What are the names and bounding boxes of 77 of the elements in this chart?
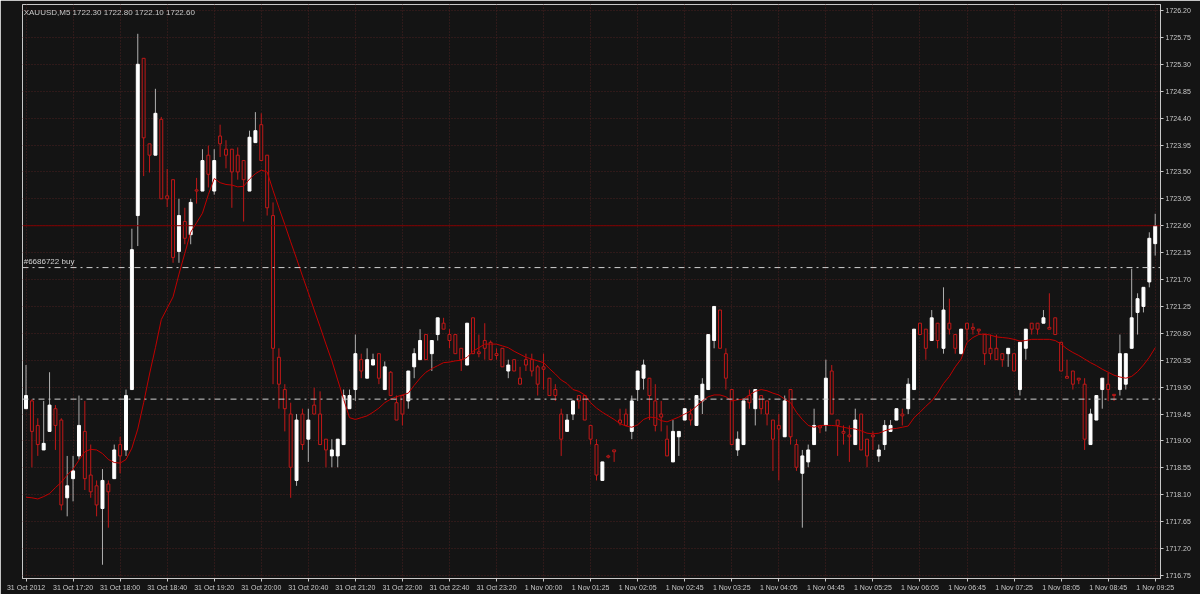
candlestick — [1106, 372, 1111, 402]
candlestick — [1047, 292, 1052, 330]
candlestick — [35, 417, 40, 457]
candlestick — [365, 347, 370, 379]
candlestick — [1023, 328, 1028, 361]
candlestick — [794, 438, 799, 472]
candlestick — [800, 449, 805, 529]
candlestick — [218, 124, 223, 158]
candlestick — [847, 424, 852, 463]
candlestick — [612, 449, 617, 463]
candlestick — [571, 400, 575, 421]
candlestick — [282, 383, 287, 432]
candlestick — [523, 353, 528, 372]
ref-line-label: #6686722 buy — [23, 256, 75, 266]
candlestick — [965, 322, 969, 342]
candlestick — [529, 353, 534, 377]
candlestick — [412, 347, 417, 379]
candlestick — [206, 145, 211, 188]
candlestick — [970, 322, 975, 336]
candlestick — [329, 438, 334, 468]
candlestick — [382, 360, 387, 391]
candlestick — [659, 400, 664, 432]
candlestick — [359, 353, 364, 379]
candlestick — [647, 377, 652, 421]
candlestick — [841, 424, 846, 446]
candlestick — [923, 328, 928, 361]
candlestick — [65, 455, 70, 517]
candlestick — [435, 317, 440, 342]
candlestick — [165, 168, 170, 208]
candlestick — [935, 322, 940, 349]
candlestick — [1070, 370, 1075, 391]
candlestick — [929, 309, 934, 342]
candlestick — [224, 139, 228, 169]
candlestick — [1153, 213, 1158, 257]
candlestick — [812, 408, 817, 446]
candlestick — [418, 328, 423, 361]
candlestick — [776, 413, 781, 481]
candlestick — [770, 419, 775, 472]
candlestick — [429, 340, 434, 372]
candlestick — [147, 143, 152, 174]
candlestick — [870, 430, 875, 451]
candlestick — [747, 389, 752, 410]
candlestick — [806, 444, 811, 468]
candlestick — [235, 146, 240, 181]
candlestick — [106, 479, 111, 529]
candlestick — [1065, 359, 1069, 379]
candlestick — [312, 387, 317, 415]
candlestick — [371, 353, 375, 366]
candlestick — [41, 400, 46, 451]
candlestick — [518, 366, 523, 385]
candlestick — [835, 419, 840, 457]
candlestick — [459, 347, 464, 372]
candlestick — [588, 424, 593, 446]
candlestick — [388, 370, 393, 397]
line-series — [25, 169, 1156, 500]
candlestick — [476, 334, 481, 358]
candlestick — [1100, 377, 1105, 410]
candlestick — [71, 455, 76, 502]
candlestick — [676, 430, 681, 457]
candlestick — [953, 334, 958, 355]
candlestick — [765, 400, 770, 426]
candlestick — [306, 408, 311, 463]
candlestick — [324, 438, 328, 468]
candlestick — [241, 160, 246, 223]
candlestick — [865, 438, 869, 468]
candlestick — [753, 389, 758, 426]
candlestick — [618, 408, 622, 426]
candlestick — [1006, 347, 1011, 368]
candlestick — [506, 359, 511, 379]
candlestick — [194, 177, 199, 205]
candlestick — [182, 207, 187, 245]
chart-title: XAUUSD,M5 1722.30 1722.80 1722.10 1722.60 — [23, 7, 196, 17]
candlestick — [118, 436, 123, 474]
candlestick — [600, 461, 605, 481]
candlestick — [229, 148, 234, 209]
candlestick — [947, 298, 952, 336]
candlestick — [665, 424, 670, 457]
